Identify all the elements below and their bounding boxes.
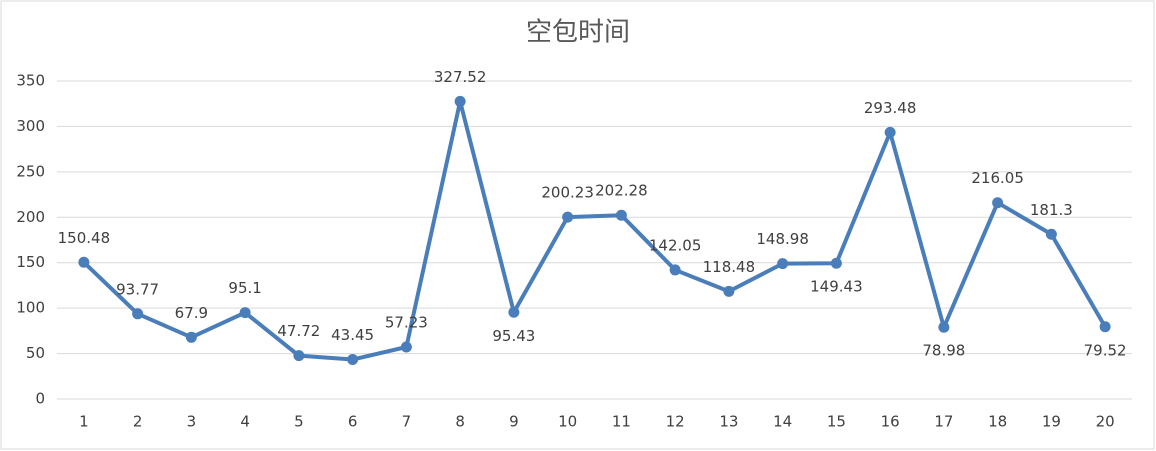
data-label: 216.05 (971, 169, 1024, 187)
data-label: 148.98 (756, 230, 809, 248)
data-point (347, 354, 359, 366)
x-tick-label: 14 (773, 413, 792, 431)
data-label: 67.9 (175, 304, 208, 322)
data-label: 181.3 (1030, 201, 1073, 219)
x-tick-label: 5 (294, 413, 304, 431)
data-label: 202.28 (595, 182, 648, 200)
data-label: 95.43 (492, 327, 535, 345)
data-point (777, 258, 789, 270)
data-label: 149.43 (810, 278, 863, 296)
y-tick-label: 50 (26, 344, 45, 362)
data-label: 150.48 (58, 229, 111, 247)
x-tick-label: 18 (988, 413, 1007, 431)
chart-title: 空包时间 (526, 18, 630, 48)
data-label: 47.72 (277, 322, 320, 340)
data-point (239, 307, 251, 319)
data-point (884, 126, 896, 138)
x-tick-label: 10 (558, 413, 577, 431)
data-point (78, 256, 90, 268)
y-tick-label: 200 (16, 208, 45, 226)
data-point (723, 285, 735, 297)
x-tick-label: 16 (881, 413, 900, 431)
x-tick-label: 8 (455, 413, 465, 431)
data-label: 79.52 (1084, 341, 1127, 359)
x-tick-label: 4 (240, 413, 250, 431)
data-label: 78.98 (922, 342, 965, 360)
data-line (82, 99, 1107, 362)
data-label: 43.45 (331, 326, 374, 344)
y-tick-label: 250 (16, 162, 45, 180)
y-tick-label: 300 (16, 117, 45, 135)
y-tick-label: 100 (16, 299, 45, 317)
data-label: 95.1 (228, 279, 261, 297)
x-tick-label: 19 (1042, 413, 1061, 431)
x-tick-label: 6 (348, 413, 358, 431)
x-tick-label: 9 (509, 413, 519, 431)
data-label: 93.77 (116, 280, 159, 298)
x-tick-label: 12 (666, 413, 685, 431)
data-point (669, 264, 681, 276)
x-tick-label: 17 (934, 413, 953, 431)
y-tick-label: 350 (16, 72, 45, 90)
x-tick-label: 2 (133, 413, 143, 431)
data-point (1045, 228, 1057, 240)
data-point (938, 321, 950, 333)
data-label: 118.48 (703, 258, 756, 276)
data-point (185, 331, 197, 343)
data-point (830, 257, 842, 269)
data-point (615, 209, 627, 221)
x-tick-label: 3 (187, 413, 197, 431)
data-point (508, 306, 520, 318)
y-tick-label: 0 (35, 390, 45, 408)
data-point (992, 197, 1004, 209)
data-point (132, 308, 144, 320)
x-tick-label: 1 (79, 413, 89, 431)
data-point (454, 95, 466, 107)
data-point (293, 350, 305, 362)
data-label: 293.48 (864, 99, 917, 117)
x-tick-label: 13 (719, 413, 738, 431)
data-point (400, 341, 412, 353)
y-tick-label: 150 (16, 253, 45, 271)
x-tick-label: 11 (612, 413, 631, 431)
x-tick-label: 20 (1096, 413, 1115, 431)
data-point (562, 211, 574, 223)
data-label: 327.52 (434, 68, 487, 86)
data-label: 200.23 (541, 184, 594, 202)
data-label: 57.23 (385, 314, 428, 332)
x-tick-label: 15 (827, 413, 846, 431)
data-point (1099, 321, 1111, 333)
x-tick-label: 7 (402, 413, 412, 431)
data-label: 142.05 (649, 236, 702, 254)
